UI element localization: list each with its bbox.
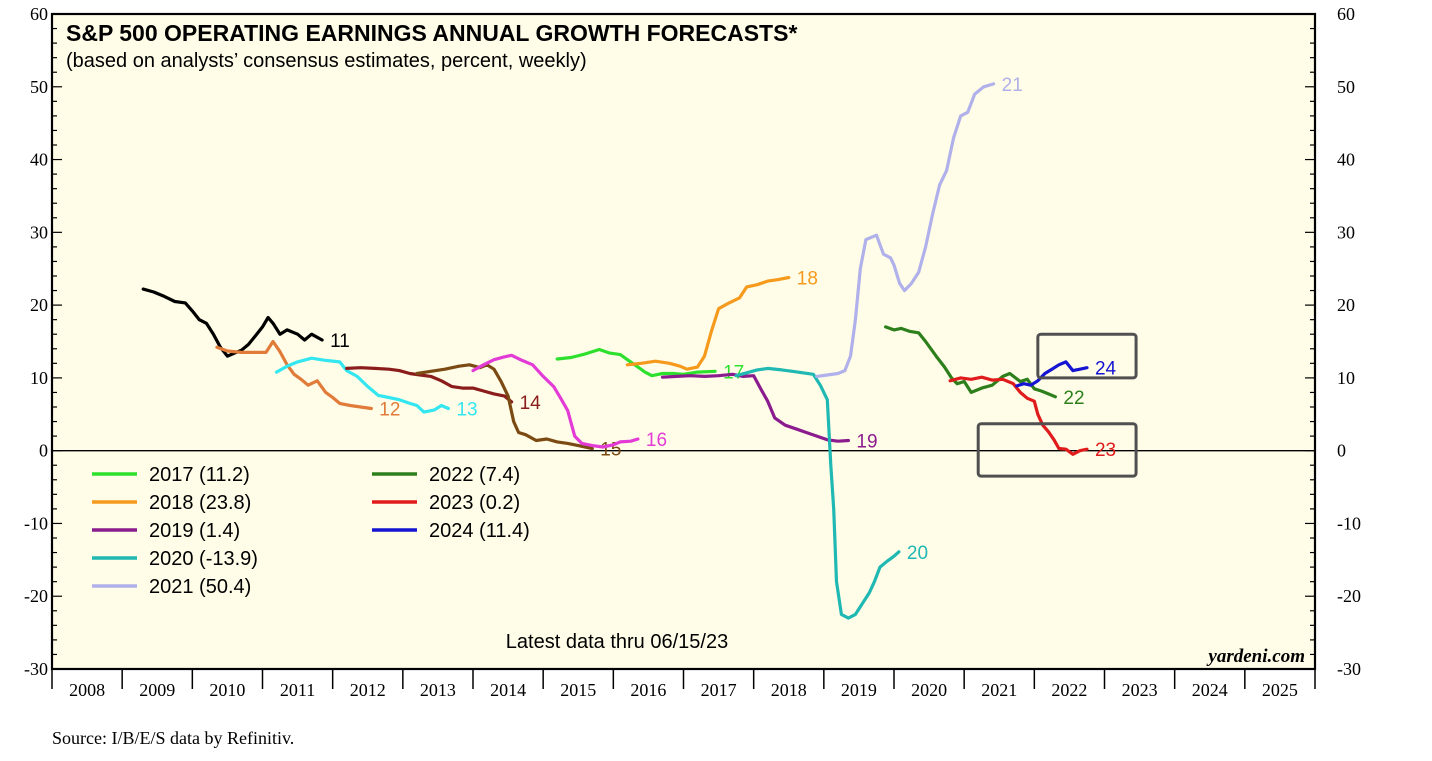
series-line-17 <box>555 347 717 378</box>
y-tick-label-left: -20 <box>24 586 48 606</box>
series-line-24 <box>1015 360 1089 388</box>
series-end-label-13: 13 <box>456 399 477 420</box>
series-line-14 <box>345 366 514 404</box>
series-line-21 <box>815 82 996 378</box>
x-tick-label: 2024 <box>1192 680 1228 700</box>
x-tick-label: 2025 <box>1262 680 1298 700</box>
x-tick-label: 2011 <box>280 680 315 700</box>
legend-label: 2017 (11.2) <box>149 464 250 486</box>
highlight-box-1 <box>1036 332 1138 380</box>
y-tick-label-left: -30 <box>24 659 48 679</box>
x-tick-label: 2009 <box>139 680 175 700</box>
legend-label: 2024 (11.4) <box>429 520 530 542</box>
y-tick-label-right: 0 <box>1337 441 1346 461</box>
watermark: yardeni.com <box>1206 646 1305 667</box>
y-tick-label-right: -20 <box>1337 586 1361 606</box>
x-tick-label: 2021 <box>981 680 1017 700</box>
series-end-label-17: 17 <box>723 362 744 383</box>
y-tick-label-left: 10 <box>30 368 48 388</box>
x-tick-label: 2019 <box>841 680 877 700</box>
series-end-label-20: 20 <box>907 543 928 564</box>
series-line-13 <box>274 356 450 414</box>
x-tick-label: 2010 <box>209 680 245 700</box>
series-end-label-23: 23 <box>1095 440 1116 461</box>
x-tick-label: 2016 <box>630 680 666 700</box>
legend-label: 2019 (1.4) <box>149 520 240 542</box>
series-line-15 <box>415 363 594 451</box>
x-tick-label: 2020 <box>911 680 947 700</box>
series-line-19 <box>660 372 850 443</box>
x-tick-label: 2014 <box>490 680 526 700</box>
series-end-label-19: 19 <box>856 431 877 452</box>
series-end-label-24: 24 <box>1095 359 1117 380</box>
plot-background <box>52 14 1315 669</box>
series-end-label-21: 21 <box>1002 75 1023 96</box>
x-tick-label: 2018 <box>771 680 807 700</box>
highlight-box-layer <box>976 332 1138 478</box>
y-tick-label-right: 10 <box>1337 368 1355 388</box>
series-end-label-16: 16 <box>646 430 667 451</box>
series-line-23 <box>948 375 1089 456</box>
series-end-label-18: 18 <box>797 268 818 289</box>
series-end-label-12: 12 <box>379 399 400 420</box>
series-end-label-14: 14 <box>520 393 542 414</box>
series-line-20 <box>734 366 901 620</box>
y-tick-label-left: 0 <box>39 441 48 461</box>
y-tick-label-right: 60 <box>1337 4 1355 24</box>
y-tick-label-right: 40 <box>1337 150 1355 170</box>
series-end-label-11: 11 <box>330 331 350 352</box>
source-note: Source: I/B/E/S data by Refinitiv. <box>52 728 294 748</box>
legend-label: 2020 (-13.9) <box>149 548 258 570</box>
y-tick-label-right: -10 <box>1337 513 1361 533</box>
legend: 2017 (11.2) 2018 (23.8) 2019 (1.4) 2020 (-1… <box>92 464 530 598</box>
y-tick-label-right: 20 <box>1337 295 1355 315</box>
chart-title: S&P 500 OPERATING EARNINGS ANNUAL GROWTH… <box>66 20 797 46</box>
chart-subtitle: (based on analysts’ consensus estimates,… <box>66 50 587 72</box>
legend-label: 2023 (0.2) <box>429 492 520 514</box>
y-tick-label-left: 30 <box>30 222 48 242</box>
y-tick-label-left: 50 <box>30 77 48 97</box>
y-tick-label-right: 30 <box>1337 222 1355 242</box>
highlight-box-2 <box>976 422 1138 478</box>
y-tick-label-right: 50 <box>1337 77 1355 97</box>
x-tick-label: 2023 <box>1122 680 1158 700</box>
series-line-18 <box>625 275 791 371</box>
x-tick-label: 2017 <box>701 680 737 700</box>
x-tick-label: 2008 <box>69 680 105 700</box>
series-line-12 <box>215 339 373 411</box>
y-tick-label-left: -10 <box>24 513 48 533</box>
series-line-16 <box>471 353 640 449</box>
y-tick-label-left: 40 <box>30 150 48 170</box>
latest-data-note: Latest data thru 06/15/23 <box>506 631 728 653</box>
legend-label: 2021 (50.4) <box>149 576 251 598</box>
x-tick-label: 2022 <box>1051 680 1087 700</box>
y-tick-label-left: 60 <box>30 4 48 24</box>
series-end-label-22: 22 <box>1063 388 1084 409</box>
x-tick-label: 2013 <box>420 680 456 700</box>
x-tick-label: 2012 <box>350 680 386 700</box>
x-tick-label: 2015 <box>560 680 596 700</box>
y-tick-label-left: 20 <box>30 295 48 315</box>
legend-label: 2018 (23.8) <box>149 492 251 514</box>
legend-label: 2022 (7.4) <box>429 464 520 486</box>
y-tick-label-right: -30 <box>1337 659 1361 679</box>
